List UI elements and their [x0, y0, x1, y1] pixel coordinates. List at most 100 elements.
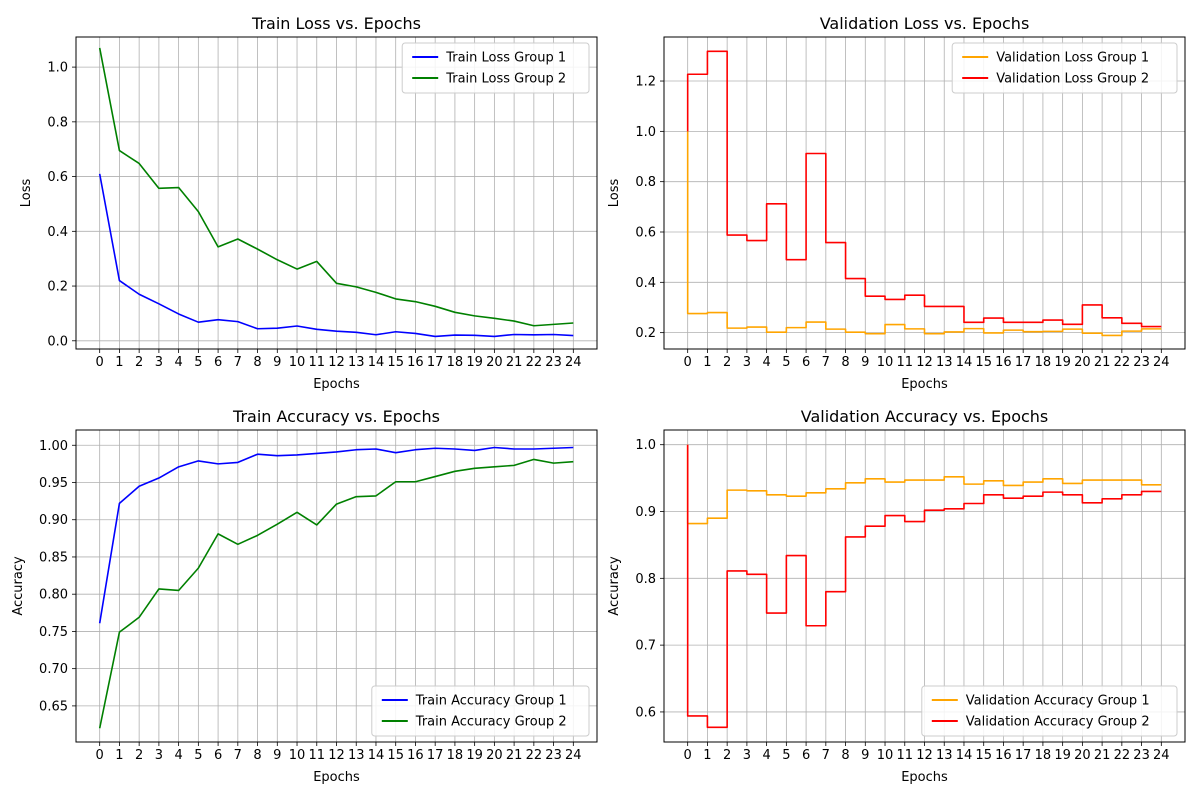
x-tick-label: 12	[916, 355, 933, 370]
x-tick-label: 0	[96, 748, 104, 763]
series-line	[686, 50, 1162, 328]
legend-box	[401, 42, 590, 94]
y-tick-label: 0.6	[635, 705, 656, 720]
x-tick-label: 19	[466, 355, 483, 370]
x-tick-label: 15	[975, 355, 992, 370]
x-tick-label: 12	[916, 748, 933, 763]
x-tick-label: 8	[841, 748, 849, 763]
x-tick-label: 18	[1035, 748, 1052, 763]
x-tick-label: 7	[822, 748, 830, 763]
x-tick-label: 12	[328, 355, 345, 370]
chart-title: Validation Loss vs. Epochs	[820, 14, 1030, 33]
x-tick-label: 21	[506, 355, 523, 370]
x-axis-label: Epochs	[313, 770, 360, 785]
x-tick-label: 13	[348, 355, 365, 370]
x-tick-label: 19	[1054, 355, 1071, 370]
x-tick-label: 11	[308, 748, 325, 763]
x-tick-label: 11	[896, 355, 913, 370]
series-line	[98, 47, 574, 327]
x-tick-label: 20	[486, 355, 503, 370]
x-tick-label: 3	[155, 748, 163, 763]
legend: Validation Accuracy Group 1 Validation Ac…	[921, 685, 1178, 737]
legend: Validation Loss Group 1 Validation Loss G…	[951, 42, 1178, 94]
chart-panel: 0 1 2 3 4 5 6 7 8 9 10 11 12 13 14 15 16 17 18 19 20 21 22 23 24…	[607, 407, 1186, 785]
x-tick-label: 23	[1133, 748, 1150, 763]
y-tick-label: 0.8	[635, 572, 656, 587]
x-tick-label: 2	[723, 748, 731, 763]
x-tick-label: 2	[723, 355, 731, 370]
x-tick-label: 10	[289, 748, 306, 763]
x-tick-label: 15	[387, 355, 404, 370]
x-tick-label: 16	[407, 748, 424, 763]
x-tick-label: 8	[253, 748, 261, 763]
chart-panel: 0 1 2 3 4 5 6 7 8 9 10 11 12 13 14 15 16 17 18 19 20 21 22 23 24…	[607, 14, 1186, 392]
x-tick-label: 3	[743, 355, 751, 370]
x-tick-label: 4	[174, 355, 182, 370]
x-tick-label: 6	[214, 748, 222, 763]
x-tick-label: 18	[1035, 355, 1052, 370]
y-tick-label: 0.80	[39, 588, 68, 603]
y-tick-label: 0.4	[635, 276, 656, 291]
x-tick-label: 16	[407, 355, 424, 370]
x-tick-label: 17	[1015, 355, 1032, 370]
x-tick-label: 0	[684, 355, 692, 370]
x-tick-label: 22	[1114, 748, 1131, 763]
x-tick-label: 1	[115, 355, 123, 370]
legend-box	[921, 685, 1178, 737]
x-tick-label: 16	[995, 748, 1012, 763]
x-axis-label: Epochs	[901, 377, 948, 392]
x-tick-label: 6	[214, 355, 222, 370]
x-tick-label: 15	[975, 748, 992, 763]
y-tick-label: 1.0	[47, 61, 68, 76]
x-tick-label: 9	[861, 748, 869, 763]
x-tick-label: 5	[782, 355, 790, 370]
chart-panel: 0 1 2 3 4 5 6 7 8 9 10 11 12 13 14 15 16 17 18 19 20 21 22 23 24…	[19, 14, 598, 392]
x-axis-label: Epochs	[901, 770, 948, 785]
y-tick-label: 0.90	[39, 513, 68, 528]
y-axis-label: Accuracy	[607, 556, 622, 616]
legend-label: Train Accuracy Group 1	[415, 694, 567, 709]
y-axis-label: Loss	[19, 179, 34, 208]
series-line	[686, 444, 1162, 729]
x-tick-label: 18	[447, 355, 464, 370]
x-tick-label: 0	[684, 748, 692, 763]
legend: Train Loss Group 1 Train Loss Group 2	[401, 42, 590, 94]
y-tick-label: 0.75	[39, 625, 68, 640]
x-tick-label: 24	[1153, 355, 1170, 370]
y-tick-label: 0.85	[39, 550, 68, 565]
x-tick-label: 23	[1133, 355, 1150, 370]
legend-label: Train Loss Group 2	[445, 72, 566, 87]
y-tick-label: 0.2	[47, 280, 68, 295]
x-tick-label: 0	[96, 355, 104, 370]
legend-box	[371, 685, 590, 737]
series-line	[98, 458, 574, 729]
x-tick-label: 21	[506, 748, 523, 763]
x-tick-label: 4	[174, 748, 182, 763]
x-tick-label: 17	[427, 748, 444, 763]
x-tick-label: 5	[194, 748, 202, 763]
y-tick-label: 0.95	[39, 476, 68, 491]
x-tick-label: 13	[348, 748, 365, 763]
x-tick-label: 11	[896, 748, 913, 763]
x-tick-label: 8	[253, 355, 261, 370]
x-tick-label: 5	[782, 748, 790, 763]
x-tick-label: 6	[802, 355, 810, 370]
x-tick-label: 22	[526, 748, 543, 763]
y-tick-label: 0.2	[635, 326, 656, 341]
x-tick-label: 9	[861, 355, 869, 370]
legend-label: Validation Accuracy Group 1	[966, 694, 1150, 709]
x-tick-label: 8	[841, 355, 849, 370]
x-tick-label: 14	[368, 748, 385, 763]
series-line	[98, 173, 574, 338]
y-tick-label: 1.00	[39, 439, 68, 454]
x-tick-label: 6	[802, 748, 810, 763]
x-tick-label: 3	[743, 748, 751, 763]
legend: Train Accuracy Group 1 Train Accuracy Gro…	[371, 685, 590, 737]
x-tick-label: 4	[762, 355, 770, 370]
x-tick-label: 23	[545, 355, 562, 370]
x-tick-label: 7	[822, 355, 830, 370]
x-tick-label: 21	[1094, 355, 1111, 370]
legend-label: Validation Accuracy Group 2	[966, 715, 1150, 730]
x-tick-label: 1	[703, 748, 711, 763]
x-tick-label: 20	[1074, 355, 1091, 370]
